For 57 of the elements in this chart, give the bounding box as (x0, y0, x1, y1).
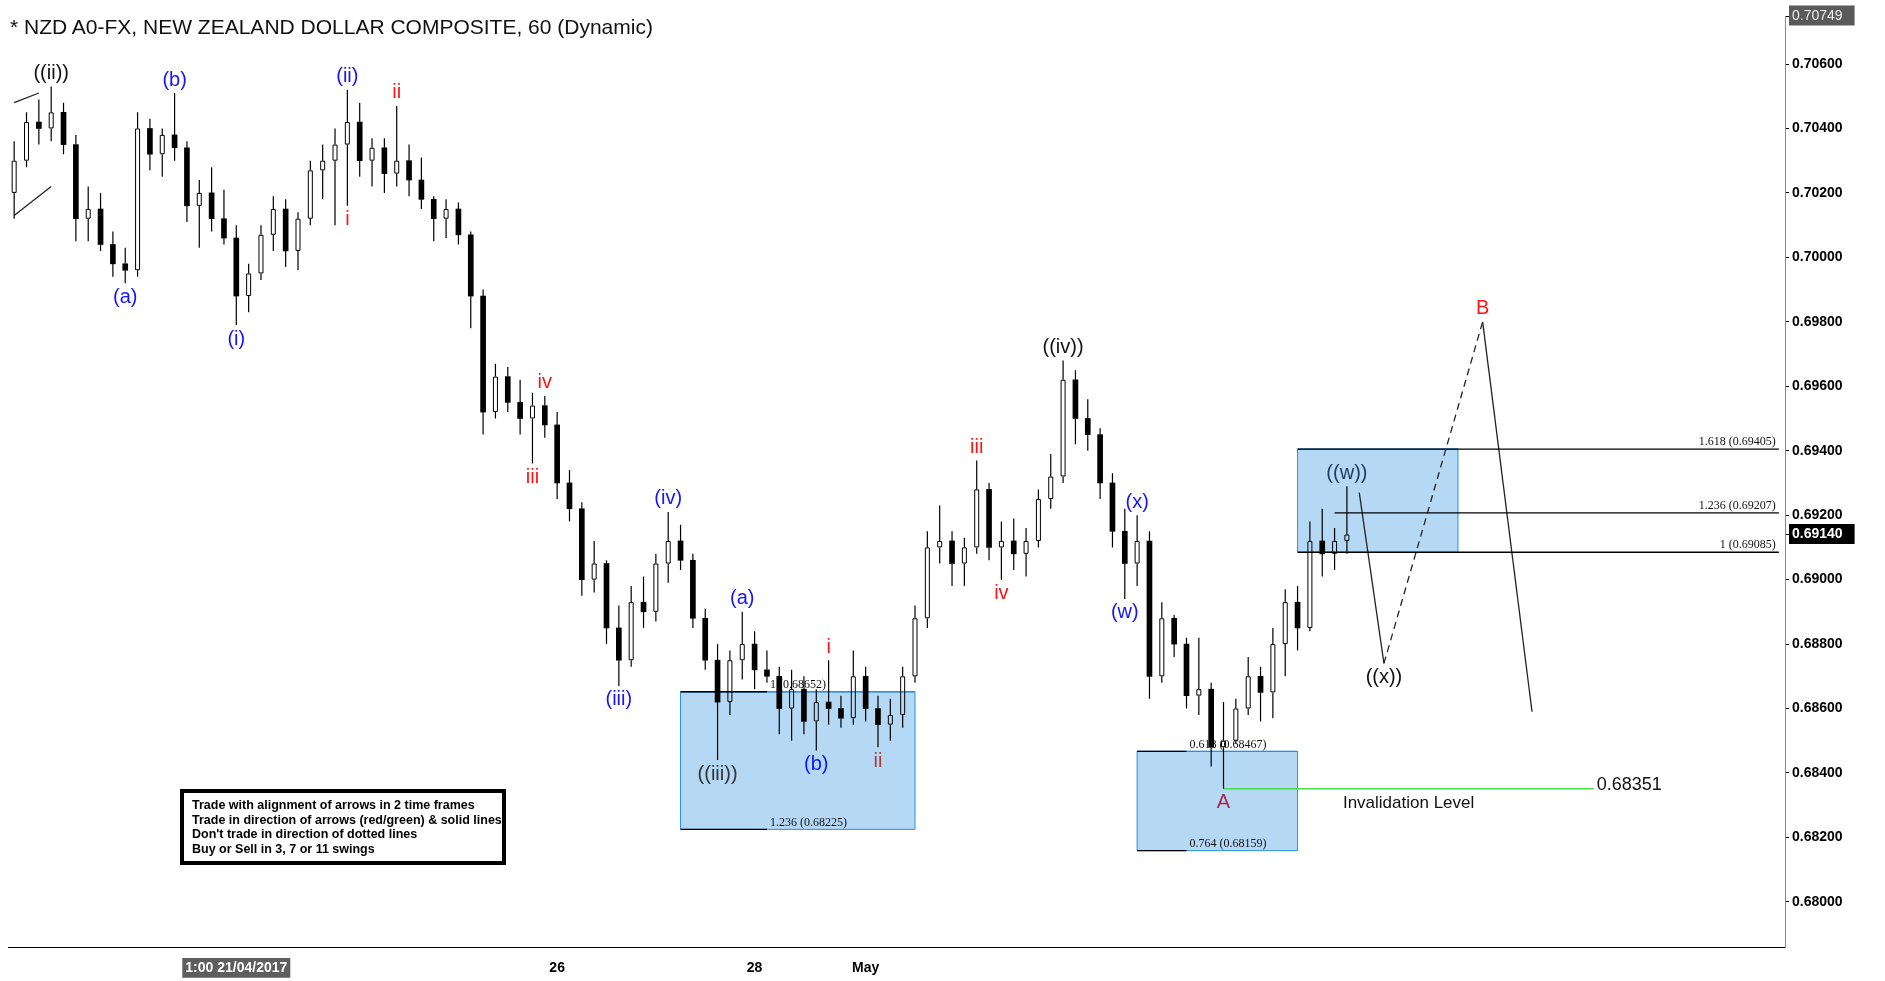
y-tick-label: 0.70749 (1792, 6, 1843, 23)
annotation: ii (392, 80, 402, 103)
y-tick-label: 0.68400 (1792, 763, 1843, 780)
annotation: A (1216, 790, 1231, 813)
annotation: Trade with alignment of arrows in 2 time frames (192, 798, 476, 813)
annotation: Buy or Sell in 3, 7 or 11 swings (192, 841, 376, 856)
y-tick-label: 0.70400 (1792, 119, 1843, 136)
y-tick-label: 0.70000 (1792, 248, 1843, 265)
annotation: Trade in direction of arrows (red/green) & solid lines (192, 812, 502, 827)
y-tick-label: 0.69800 (1792, 312, 1843, 329)
x-tick-label: 26 (549, 959, 566, 976)
annotation: 1.236 (0.68225) (769, 814, 847, 829)
annotation: (ii) (336, 64, 359, 87)
x-tick-label: 1:00 21/04/2017 (185, 959, 288, 976)
y-tick-label: 0.69000 (1792, 570, 1843, 587)
annotation: (x) (1125, 489, 1149, 512)
annotation: iii (970, 434, 984, 457)
annotation: i (826, 634, 831, 657)
x-tick-label: May (852, 959, 880, 976)
annotation: iv (537, 370, 553, 393)
y-tick-label: 0.68600 (1792, 699, 1843, 716)
x-tick-label: 28 (746, 959, 763, 976)
annotation: (b) (162, 67, 187, 90)
annotation: 1.236 (0.69207) (1698, 498, 1776, 513)
y-tick-label: 0.68000 (1792, 892, 1843, 909)
annotation: (a) (730, 586, 755, 609)
y-tick-label: 0.69600 (1792, 377, 1843, 394)
annotation: (b) (804, 751, 829, 774)
annotation: (w) (1110, 600, 1139, 623)
series-label: Invalidation Level (1342, 792, 1475, 812)
annotation: ((ii)) (33, 61, 69, 84)
annotation: 0.764 (0.68159) (1189, 835, 1267, 850)
annotation: (iii) (605, 687, 633, 710)
data-label: 0.68351 (1596, 773, 1662, 794)
annotation: (a) (113, 284, 138, 307)
annotation: iv (994, 581, 1009, 604)
annotation: 1.618 (0.69405) (1698, 434, 1776, 449)
annotation: ii (873, 748, 883, 771)
y-tick-label: 0.70200 (1792, 183, 1843, 200)
annotation: (iv) (654, 486, 683, 509)
annotation: ((w)) (1326, 460, 1368, 483)
annotation: (i) (227, 326, 246, 349)
annotation: Don't trade in direction of dotted lines (192, 827, 419, 842)
annotation: i (345, 207, 350, 230)
y-tick-label: 0.70600 (1792, 54, 1843, 71)
y-tick-label: 0.69200 (1792, 506, 1843, 523)
y-tick-label: 0.69140 (1792, 525, 1843, 542)
annotation: ((x)) (1365, 664, 1403, 687)
annotation: ((iii)) (697, 761, 738, 784)
annotation: ((iv)) (1042, 335, 1084, 358)
chart-title: * NZD A0-FX, NEW ZEALAND DOLLAR COMPOSITE, 60 (Dynamic) (10, 15, 653, 39)
annotation: B (1475, 296, 1490, 319)
y-tick-label: 0.68800 (1792, 634, 1843, 651)
annotation: iii (525, 465, 540, 488)
y-tick-label: 0.69400 (1792, 441, 1843, 458)
y-tick-label: 0.68200 (1792, 828, 1843, 845)
annotation: 1 (0.69085) (1719, 537, 1776, 552)
